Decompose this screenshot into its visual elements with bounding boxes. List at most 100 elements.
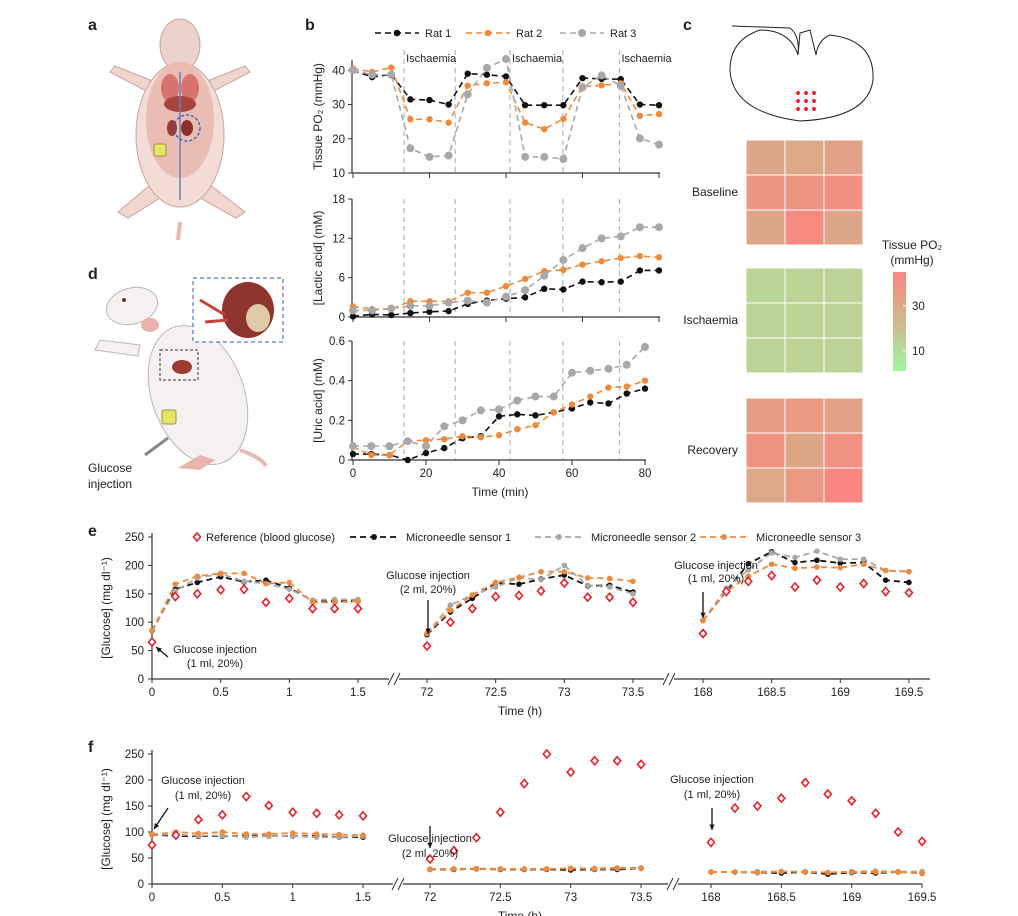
data-point-rat2 <box>422 436 430 444</box>
data-point-sensor2 <box>561 562 568 569</box>
heatmap-cell-baseline <box>823 139 864 176</box>
data-point-reference <box>216 584 226 596</box>
data-point-rat1 <box>579 278 586 285</box>
data-point-reference <box>147 839 157 851</box>
rat-tail <box>176 221 182 241</box>
data-point-rat2 <box>514 426 521 433</box>
data-point-rat2 <box>623 383 630 390</box>
legend-label-sensor1: Microneedle sensor 1 <box>406 532 511 544</box>
data-point-reference <box>881 586 891 597</box>
heatmap-cell-recovery <box>784 467 825 504</box>
data-point-rat3 <box>367 442 376 451</box>
x-tick-label: 73.5 <box>630 892 652 904</box>
charts: Rat 1 Rat 2 Rat 3 Ischaemia Ischaemia Ischaem… <box>99 28 942 916</box>
data-point-reference <box>449 845 459 856</box>
x-axis-label: Time (h) <box>498 909 542 916</box>
measurement-dot <box>812 91 816 95</box>
data-point-rat3 <box>521 286 530 295</box>
data-point-sensor3 <box>172 581 179 587</box>
series-line-sensor2 <box>702 550 909 622</box>
data-point-sensor3 <box>882 567 889 574</box>
legend-label-rat3: Rat 3 <box>610 28 636 40</box>
kidney-outline <box>729 29 874 122</box>
data-point-reference <box>893 826 903 838</box>
data-point-sensor3 <box>469 592 476 598</box>
data-point-sensor2 <box>814 548 820 554</box>
data-point-sensor2 <box>172 588 179 594</box>
annotation-dose: (2 ml, 20%) <box>400 584 456 596</box>
data-point-reference <box>264 800 274 811</box>
x-tick-label: 0.5 <box>213 687 229 699</box>
data-point-reference <box>835 581 845 593</box>
data-point-rat1 <box>349 313 357 320</box>
data-point-reference <box>790 581 800 593</box>
series-line-sensor3 <box>429 866 642 871</box>
data-point-rat2 <box>560 115 567 123</box>
x-tick-label: 72.5 <box>489 892 511 904</box>
measurement-dot <box>796 99 800 103</box>
data-point-sensor2 <box>792 554 798 561</box>
data-point-sensor3 <box>802 869 809 875</box>
y-axis-label: [Lactic acid] (mM) <box>311 211 325 306</box>
data-point-rat2 <box>598 82 605 89</box>
data-point-rat3 <box>440 422 449 431</box>
axis-break-gap <box>668 878 678 890</box>
data-point-reference <box>612 755 622 766</box>
measurement-dot <box>796 107 800 111</box>
y-tick-label: 200 <box>125 560 144 572</box>
data-point-rat2 <box>636 252 644 260</box>
data-point-rat3 <box>559 255 568 264</box>
data-point-reference <box>353 603 363 614</box>
data-point-sensor1 <box>516 581 522 587</box>
data-point-reference <box>800 777 810 788</box>
data-point-rat3 <box>349 306 357 315</box>
heatmap-cell-baseline <box>745 139 786 176</box>
rat-kidney-right <box>181 120 193 136</box>
data-point-rat2 <box>386 451 393 459</box>
rat-right-arm <box>209 65 251 93</box>
panel-label-b: b <box>305 17 315 34</box>
panel-label-e: e <box>88 523 97 540</box>
colorbar-tick-label: 30 <box>912 301 925 313</box>
data-point-sensor2 <box>745 567 752 573</box>
data-point-rat1 <box>426 308 433 315</box>
data-point-sensor3 <box>195 830 202 837</box>
axis-break-mark <box>666 877 680 891</box>
x-tick-label: 169.5 <box>895 687 924 699</box>
data-point-sensor1 <box>814 557 820 564</box>
data-point-rat1 <box>521 294 529 301</box>
data-point-rat2 <box>521 119 529 126</box>
axis-break-gap <box>664 673 674 685</box>
data-point-sensor3 <box>521 866 528 872</box>
data-point-rat2 <box>641 377 649 384</box>
data-point-reference <box>192 588 202 600</box>
data-point-rat3 <box>586 366 595 375</box>
data-point-reference <box>628 597 638 608</box>
data-point-sensor3 <box>732 869 738 875</box>
data-point-rat1 <box>532 412 539 419</box>
rat-lung-right <box>181 74 199 102</box>
data-point-sensor3 <box>792 565 798 572</box>
data-point-reference <box>467 603 477 614</box>
x-tick-label: 169 <box>842 892 861 904</box>
data-point-sensor2 <box>286 586 293 593</box>
data-point-reference <box>636 759 646 770</box>
data-point-reference <box>288 807 298 818</box>
legend-label-rat1: Rat 1 <box>425 28 451 40</box>
data-point-rat1 <box>407 309 414 317</box>
data-point-sensor3 <box>149 627 155 634</box>
legend-marker-rat1 <box>393 29 401 37</box>
data-point-sensor3 <box>217 570 224 577</box>
x-tick-label: 0 <box>149 687 155 699</box>
data-point-rat3 <box>578 83 587 92</box>
rat-eye <box>122 298 126 302</box>
data-point-reference <box>261 597 271 608</box>
data-point-rat2 <box>541 125 548 133</box>
data-point-rat2 <box>407 116 414 123</box>
data-point-rat1 <box>407 96 414 103</box>
data-point-sensor3 <box>814 564 820 570</box>
rat-tail <box>239 448 268 468</box>
data-point-rat3 <box>406 144 415 153</box>
x-tick-label: 0 <box>149 892 155 904</box>
heatmap-cell-ischaemia <box>784 302 825 339</box>
